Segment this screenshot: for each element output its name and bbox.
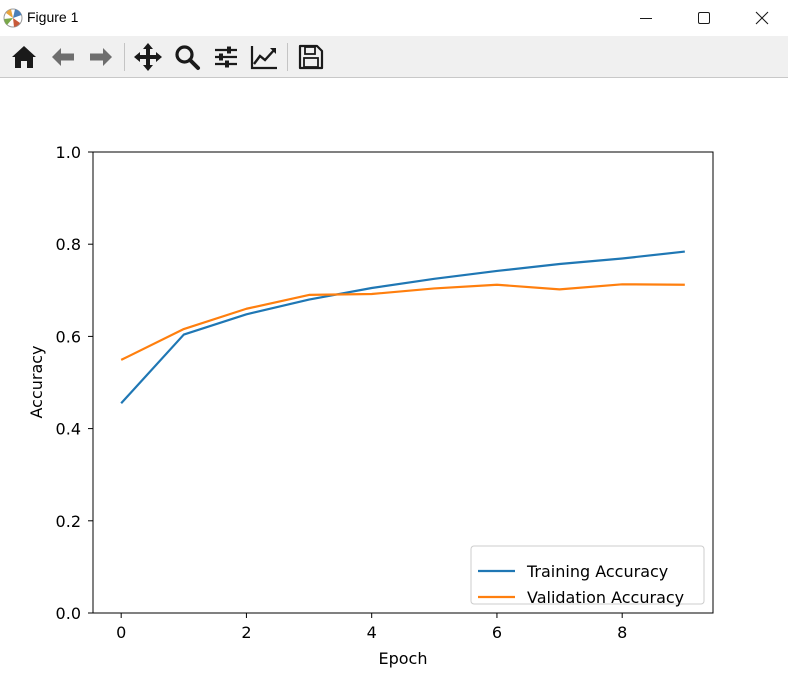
save-floppy-icon bbox=[298, 44, 324, 70]
y-tick-label: 0.4 bbox=[56, 420, 81, 439]
y-tick-label: 0.2 bbox=[56, 512, 81, 531]
legend-label: Validation Accuracy bbox=[527, 588, 684, 607]
save-button[interactable] bbox=[295, 41, 327, 73]
close-button[interactable] bbox=[733, 0, 788, 36]
window-titlebar: Figure 1 bbox=[0, 0, 788, 36]
x-tick-label: 2 bbox=[241, 623, 251, 642]
matplotlib-logo-icon bbox=[3, 8, 23, 28]
x-axis-label: Epoch bbox=[379, 649, 428, 668]
window-title: Figure 1 bbox=[27, 9, 79, 25]
series-line-validation-accuracy bbox=[120, 283, 685, 361]
y-tick-label: 1.0 bbox=[56, 143, 81, 162]
forward-button[interactable] bbox=[85, 41, 117, 73]
zoom-button[interactable] bbox=[171, 41, 203, 73]
home-icon bbox=[12, 46, 36, 68]
series-line-training-accuracy bbox=[120, 250, 685, 404]
close-icon bbox=[755, 11, 769, 25]
x-tick-label: 8 bbox=[617, 623, 627, 642]
y-axis-label: Accuracy bbox=[27, 345, 46, 418]
y-tick-label: 0.6 bbox=[56, 327, 81, 346]
legend-box bbox=[470, 545, 705, 605]
back-button[interactable] bbox=[47, 41, 79, 73]
home-button[interactable] bbox=[8, 41, 40, 73]
toolbar-separator bbox=[287, 43, 288, 71]
forward-arrow-icon bbox=[90, 48, 112, 66]
pan-button[interactable] bbox=[132, 41, 164, 73]
x-tick-label: 0 bbox=[116, 623, 126, 642]
y-tick-label: 0.8 bbox=[56, 235, 81, 254]
chart-legend: Training Accuracy Validation Accuracy bbox=[470, 545, 705, 607]
pan-move-icon bbox=[134, 43, 162, 71]
maximize-button[interactable] bbox=[675, 0, 733, 36]
axes-frame bbox=[92, 151, 714, 614]
toolbar bbox=[0, 36, 788, 78]
minimize-icon bbox=[640, 18, 652, 19]
configure-subplots-button[interactable] bbox=[210, 41, 242, 73]
legend-label: Training Accuracy bbox=[526, 562, 668, 581]
toolbar-separator bbox=[124, 43, 125, 71]
y-tick-label: 0.0 bbox=[56, 604, 81, 623]
zoom-magnifier-icon bbox=[175, 45, 200, 70]
edit-axis-button[interactable] bbox=[248, 41, 280, 73]
maximize-icon bbox=[698, 12, 710, 24]
edit-axis-icon bbox=[250, 46, 277, 70]
minimize-button[interactable] bbox=[617, 0, 675, 36]
back-arrow-icon bbox=[52, 48, 74, 66]
x-tick-label: 6 bbox=[492, 623, 502, 642]
x-tick-label: 4 bbox=[367, 623, 377, 642]
configure-subplots-icon bbox=[215, 46, 237, 68]
